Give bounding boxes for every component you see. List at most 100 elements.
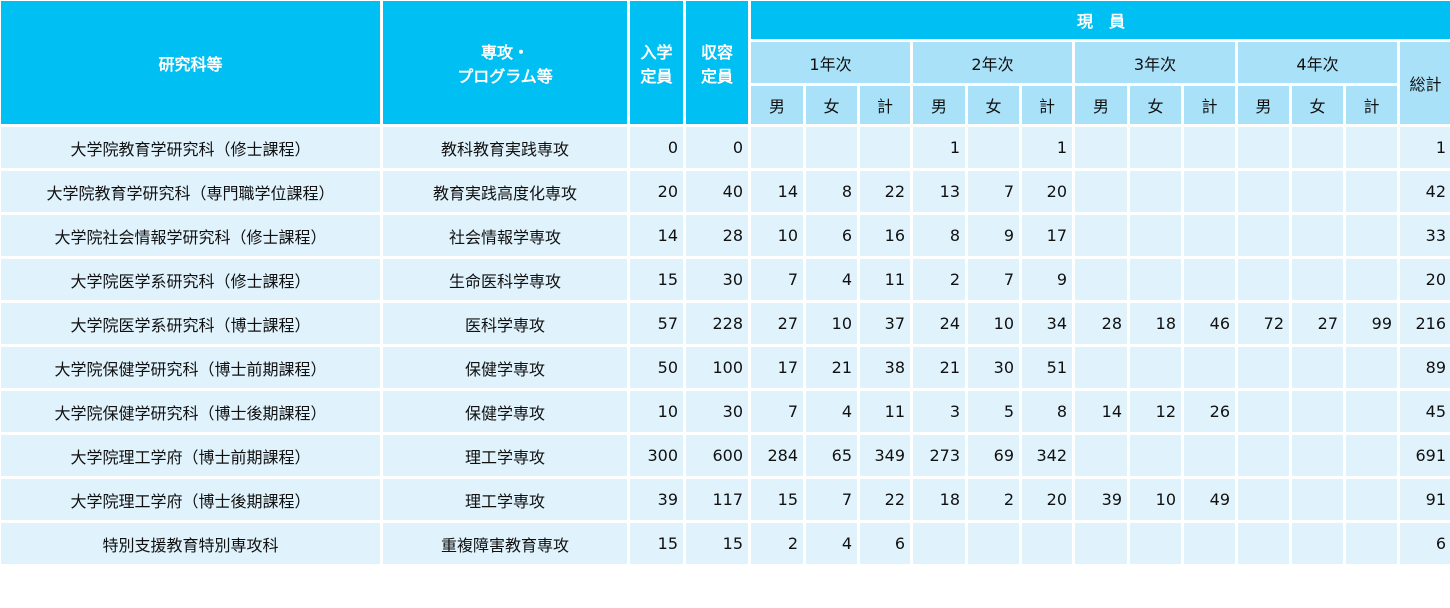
header-subtotal: 計 [1181,83,1238,127]
cell-year3-subtotal [1181,212,1238,259]
cell-major: 理工学専攻 [380,432,630,479]
cell-year1-female: 10 [803,300,860,347]
cell-year3-subtotal [1181,168,1238,215]
cell-year1-subtotal: 22 [857,476,913,523]
cell-year2-male: 8 [910,212,968,259]
header-female: 女 [1289,83,1346,127]
cell-year4-male [1235,168,1292,215]
cell-total: 89 [1396,344,1450,391]
cell-total: 691 [1396,432,1450,479]
cell-year2-female: 10 [965,300,1022,347]
cell-total: 6 [1396,520,1450,567]
cell-major: 教育実践高度化専攻 [380,168,630,215]
cell-year4-female [1289,388,1346,435]
cell-total: 42 [1396,168,1450,215]
table-row: 大学院保健学研究科（博士後期課程） 保健学専攻 10 30 7 4 11 3 5 8 14 12 26 4… [0,388,1450,435]
cell-year3-female: 10 [1127,476,1184,523]
cell-year4-female [1289,344,1346,391]
cell-admission: 0 [627,124,686,171]
cell-year4-male [1235,124,1292,171]
cell-year2-female: 7 [965,168,1022,215]
cell-year2-male: 273 [910,432,968,479]
header-total: 総計 [1396,39,1450,127]
cell-year3-subtotal [1181,124,1238,171]
cell-year4-subtotal [1343,212,1400,259]
cell-year2-female: 30 [965,344,1022,391]
cell-year4-male [1235,476,1292,523]
header-male: 男 [1235,83,1292,127]
cell-year4-subtotal [1343,388,1400,435]
cell-year1-male: 27 [748,300,806,347]
cell-year4-male: 72 [1235,300,1292,347]
cell-year2-female: 9 [965,212,1022,259]
table-row: 大学院理工学府（博士前期課程） 理工学専攻 300 600 284 65 349 273 69 3… [0,432,1450,479]
cell-year2-male: 3 [910,388,968,435]
cell-year1-female: 7 [803,476,860,523]
cell-total: 91 [1396,476,1450,523]
cell-year3-male: 28 [1072,300,1130,347]
cell-department: 大学院医学系研究科（博士課程） [0,300,383,347]
cell-year4-subtotal [1343,476,1400,523]
cell-year1-female: 21 [803,344,860,391]
cell-year4-male [1235,520,1292,567]
cell-year1-male: 15 [748,476,806,523]
header-male: 男 [1072,83,1130,127]
cell-major: 社会情報学専攻 [380,212,630,259]
cell-major: 保健学専攻 [380,388,630,435]
cell-capacity: 30 [683,256,751,303]
cell-year4-female [1289,520,1346,567]
cell-year1-subtotal: 349 [857,432,913,479]
table-body: 大学院教育学研究科（修士課程） 教科教育実践専攻 0 0 1 1 1 大学院教育学研究科（専門… [0,124,1450,567]
cell-year2-subtotal: 20 [1019,168,1075,215]
cell-total: 1 [1396,124,1450,171]
cell-year3-female [1127,520,1184,567]
cell-year2-subtotal: 34 [1019,300,1075,347]
cell-year4-male [1235,388,1292,435]
cell-department: 大学院保健学研究科（博士後期課程） [0,388,383,435]
cell-year3-male [1072,256,1130,303]
cell-year3-female [1127,432,1184,479]
cell-year3-male [1072,124,1130,171]
cell-year1-female: 65 [803,432,860,479]
cell-year1-male: 284 [748,432,806,479]
cell-year2-female [965,124,1022,171]
cell-year1-male: 10 [748,212,806,259]
cell-year4-female: 27 [1289,300,1346,347]
cell-year2-male: 2 [910,256,968,303]
table-header: 研究科等 専攻・ プログラム等 入学 定員 収容 定員 現 員 1年次 2年次 3年次… [0,0,1450,127]
cell-department: 大学院医学系研究科（修士課程） [0,256,383,303]
cell-year4-subtotal [1343,432,1400,479]
cell-year4-female [1289,256,1346,303]
cell-year1-male: 2 [748,520,806,567]
cell-year3-male: 14 [1072,388,1130,435]
cell-year4-male [1235,432,1292,479]
cell-year2-subtotal: 20 [1019,476,1075,523]
cell-year3-male: 39 [1072,476,1130,523]
table-row: 大学院教育学研究科（専門職学位課程） 教育実践高度化専攻 20 40 14 8 22 13 7 2… [0,168,1450,215]
cell-year2-subtotal: 9 [1019,256,1075,303]
cell-year2-male [910,520,968,567]
cell-year3-subtotal: 26 [1181,388,1238,435]
table-row: 大学院医学系研究科（博士課程） 医科学専攻 57 228 27 10 37 24 10 34 28 1… [0,300,1450,347]
cell-year3-female [1127,212,1184,259]
header-major-line1: 専攻・ [480,42,529,62]
cell-year2-male: 21 [910,344,968,391]
cell-year3-subtotal [1181,432,1238,479]
cell-admission: 57 [627,300,686,347]
header-capacity-line1: 収容 [700,42,733,62]
cell-year1-subtotal: 16 [857,212,913,259]
cell-year2-female: 5 [965,388,1022,435]
cell-year2-subtotal [1019,520,1075,567]
cell-major: 教科教育実践専攻 [380,124,630,171]
cell-capacity: 28 [683,212,751,259]
cell-admission: 39 [627,476,686,523]
cell-department: 大学院教育学研究科（専門職学位課程） [0,168,383,215]
cell-department: 大学院理工学府（博士後期課程） [0,476,383,523]
header-subtotal: 計 [1343,83,1400,127]
cell-year1-male [748,124,806,171]
table-row: 大学院医学系研究科（修士課程） 生命医科学専攻 15 30 7 4 11 2 7 9 20 [0,256,1450,303]
cell-year1-female: 4 [803,256,860,303]
cell-year1-subtotal [857,124,913,171]
cell-year1-female: 4 [803,520,860,567]
cell-year4-male [1235,212,1292,259]
